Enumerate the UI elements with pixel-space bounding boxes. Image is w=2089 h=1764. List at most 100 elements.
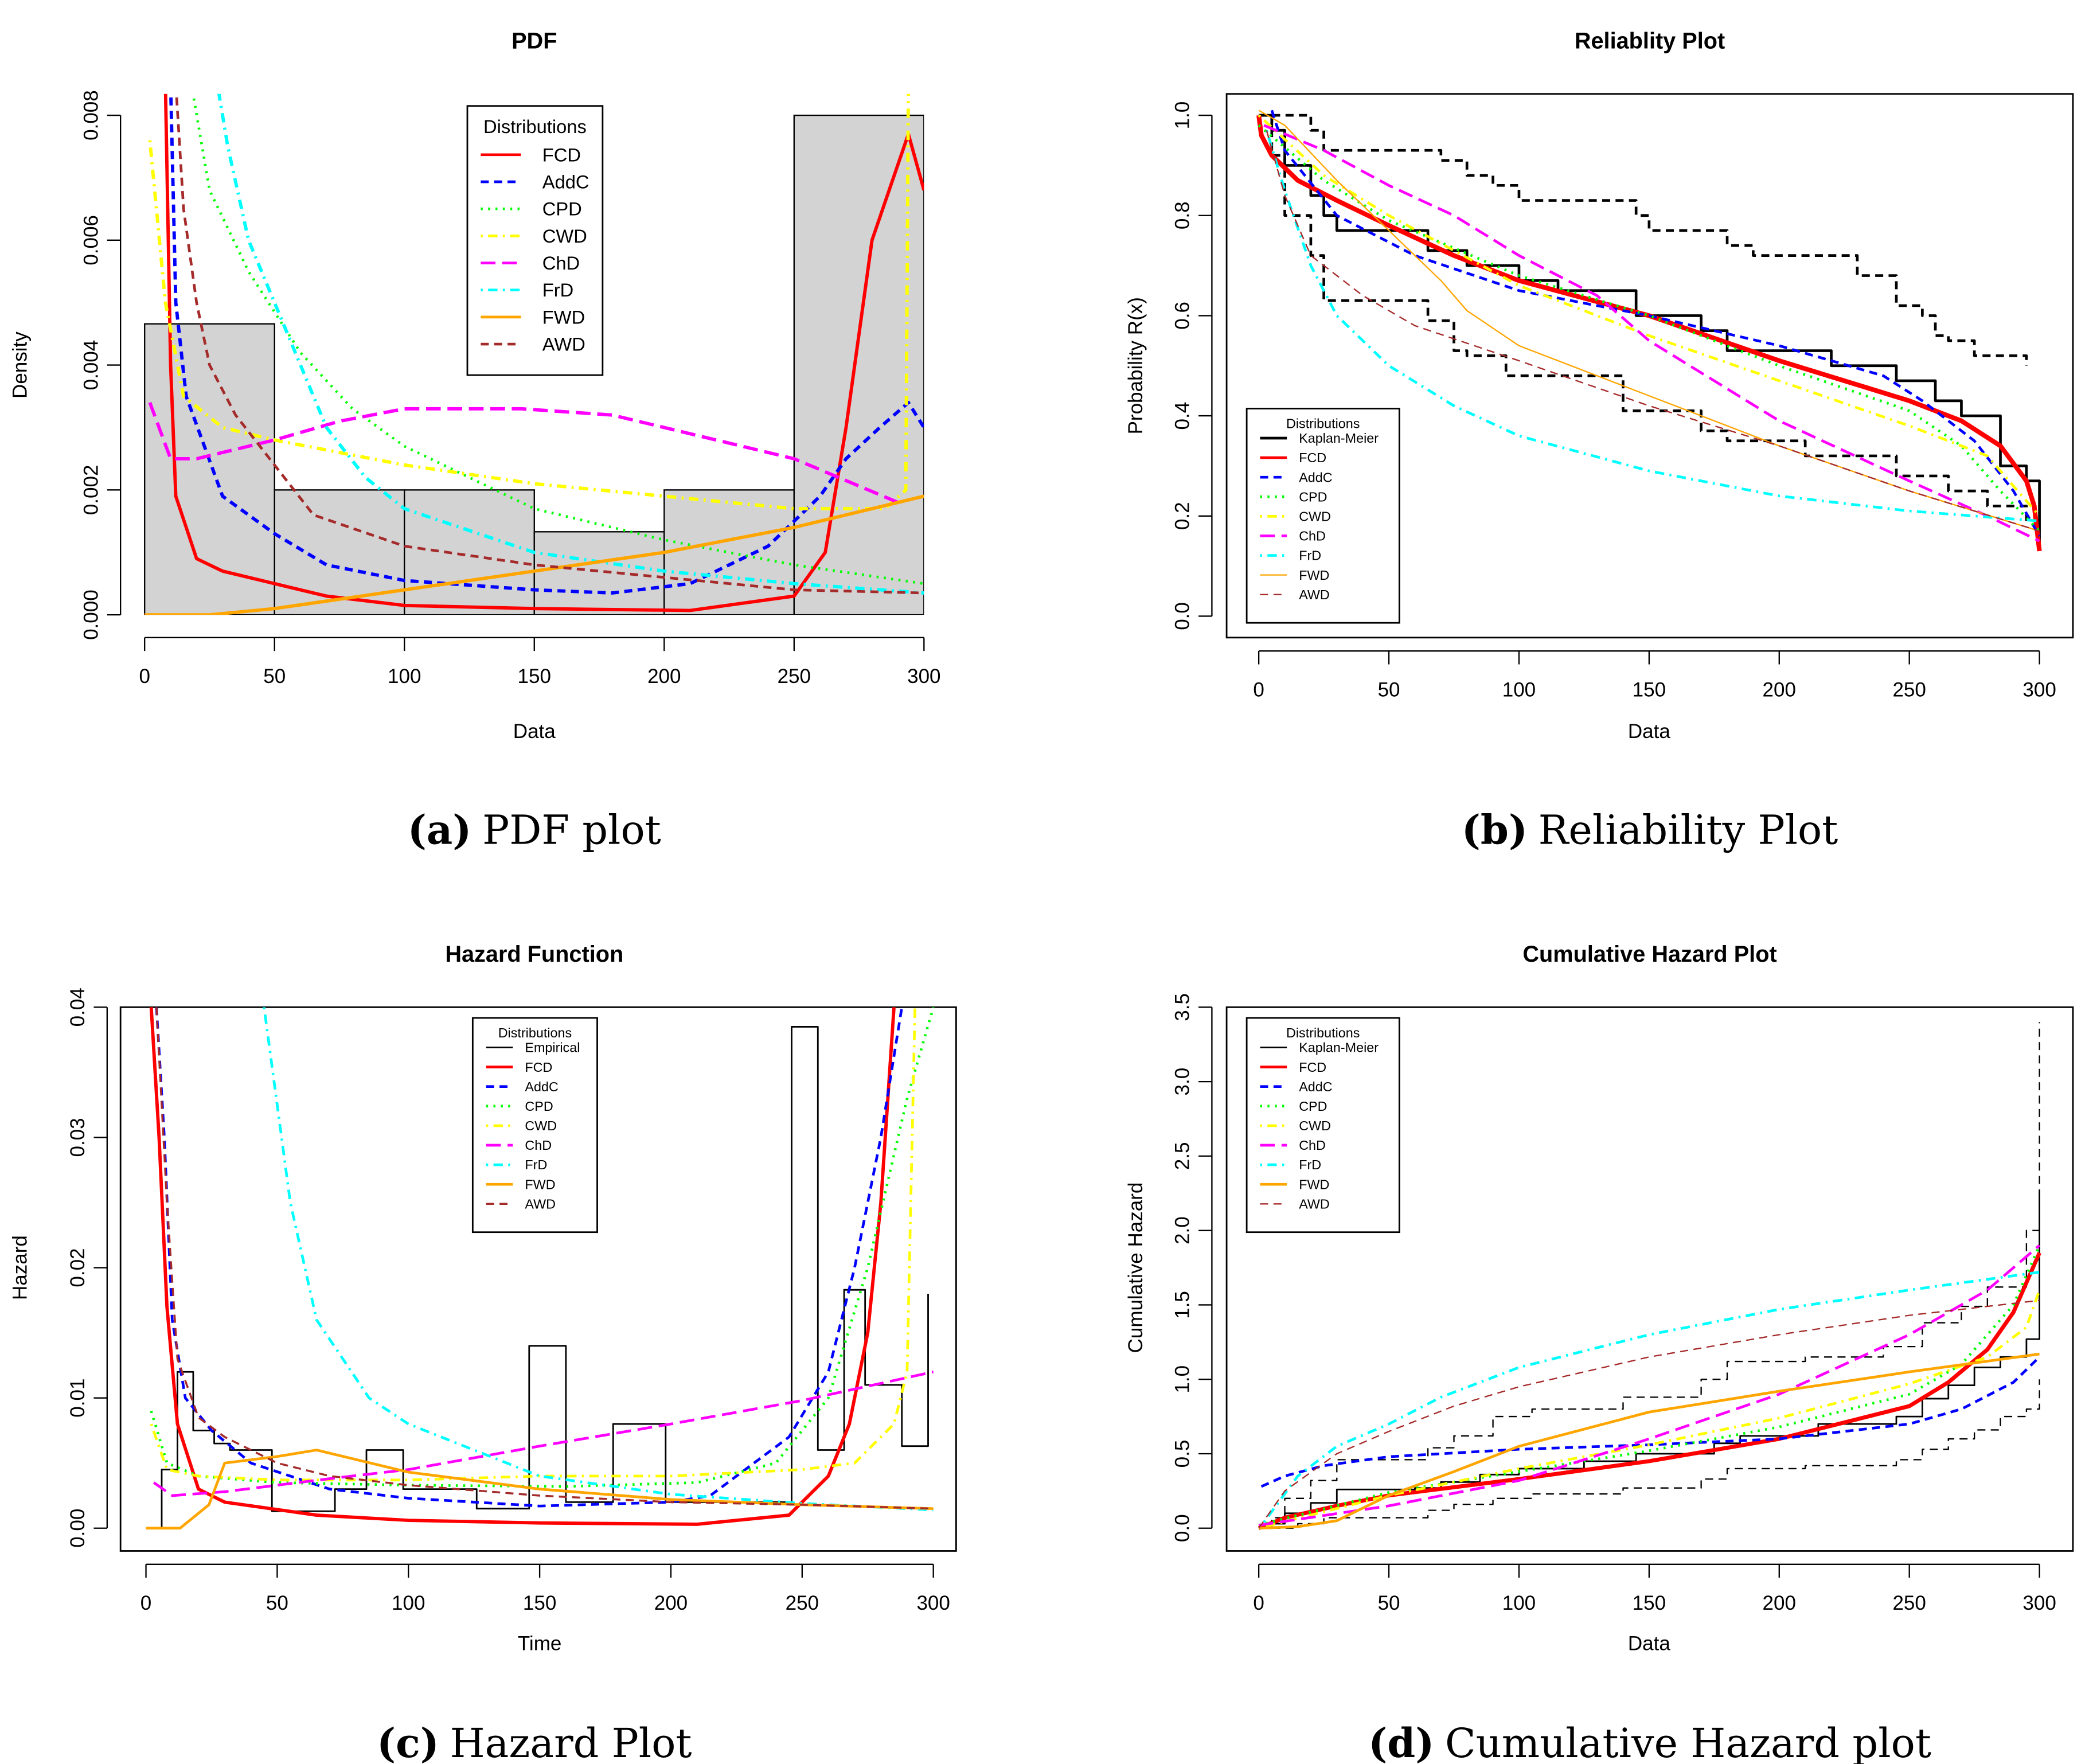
legend-entry: FrD (481, 279, 573, 300)
y-tick-label: 0.00 (67, 1509, 89, 1548)
series-confidence-lower (1259, 114, 2028, 526)
legend-label: ChD (1299, 529, 1326, 544)
y-tick-label: 0.0 (1172, 1514, 1194, 1542)
caption-label: (d) (1368, 1719, 1434, 1764)
x-tick-label: 250 (786, 1592, 819, 1614)
y-tick-label: 3.5 (1172, 993, 1194, 1021)
series-cwd (1258, 114, 2041, 517)
legend-entry: CPD (481, 198, 582, 220)
legend-label: AWD (542, 333, 585, 354)
y-tick-label: 2.0 (1172, 1216, 1194, 1244)
x-tick-label: 150 (523, 1592, 556, 1614)
x-tick-label: 250 (1892, 679, 1926, 701)
caption: (d) Cumulative Hazard plot (1368, 1719, 1931, 1764)
series-frd (217, 93, 924, 595)
legend-label: AddC (542, 171, 589, 192)
y-tick-label: 3.0 (1172, 1068, 1194, 1096)
series-awd (175, 93, 924, 595)
series-fcd (1258, 1252, 2041, 1531)
x-tick-label: 0 (140, 1592, 151, 1614)
x-tick-label: 300 (2022, 679, 2056, 701)
series-chd (153, 1370, 934, 1497)
caption-text: Reliability Plot (1539, 806, 1838, 853)
legend-title: Distributions (1286, 416, 1360, 431)
legend-entry: FrD (1260, 548, 1321, 563)
chart-title: PDF (511, 28, 557, 53)
legend-entry: FrD (486, 1157, 547, 1172)
x-tick-label: 150 (518, 665, 551, 688)
y-tick-label: 0.4 (1172, 402, 1194, 430)
legend-label: AWD (1299, 1196, 1330, 1211)
legend-label: FWD (525, 1177, 555, 1192)
legend-entry: CPD (1260, 1099, 1327, 1114)
legend-entry: Kaplan-Meier (1260, 1040, 1379, 1055)
legend-label: FrD (1299, 548, 1321, 563)
legend-label: AddC (1299, 1079, 1332, 1094)
y-tick-label: 1.0 (1172, 1365, 1194, 1394)
legend-label: FrD (525, 1157, 547, 1172)
chart-c: Hazard Function Time Hazard (c) Hazard Plot 0… (9, 942, 957, 1764)
x-tick-label: 100 (1502, 679, 1536, 701)
x-tick-label: 50 (1378, 679, 1400, 701)
legend-label: Empirical (525, 1040, 580, 1055)
legend-entry: ChD (486, 1138, 552, 1153)
y-tick-label: 0.004 (80, 340, 102, 391)
legend-label: AWD (1299, 587, 1330, 602)
x-tick-label: 100 (388, 665, 421, 688)
x-tick-label: 0 (139, 665, 150, 688)
y-tick-label: 0.006 (80, 215, 102, 266)
series-empirical (146, 1026, 929, 1529)
legend-entry: CPD (1260, 489, 1327, 504)
legend-label: FCD (1299, 450, 1326, 465)
series-addc (169, 93, 924, 595)
legend-entry: FWD (1260, 1177, 1329, 1192)
legend-entry: AddC (486, 1079, 559, 1094)
x-tick-label: 50 (266, 1592, 288, 1614)
legend-entry: FWD (1260, 568, 1329, 583)
legend-entry: ChD (1260, 1138, 1326, 1153)
x-tick-label: 200 (1763, 679, 1796, 701)
legend-label: FrD (542, 279, 573, 300)
legend-entry: AddC (1260, 1079, 1333, 1094)
plot-frame (119, 1006, 957, 1552)
x-axis-label: Data (1628, 1632, 1670, 1654)
y-tick-label: 0.02 (67, 1248, 89, 1287)
legend-entry: AWD (486, 1196, 556, 1211)
legend-label: AddC (1299, 470, 1332, 485)
legend-label: AddC (525, 1079, 558, 1094)
y-axis-label: Density (9, 331, 32, 399)
caption-label: (a) (408, 806, 472, 853)
legend: Distributions FCD AddC CPD CWD ChD FrD FWD AWD (466, 105, 604, 376)
series-kaplan-meier (1259, 114, 2041, 547)
plot-frame (1225, 93, 2074, 639)
x-tick-label: 50 (263, 665, 286, 688)
x-tick-label: 150 (1633, 679, 1666, 701)
x-tick-label: 300 (2022, 1592, 2056, 1614)
x-tick-label: 200 (647, 665, 681, 688)
y-axis-label: Hazard (9, 1235, 32, 1300)
x-tick-label: 100 (392, 1592, 425, 1614)
y-tick-label: 0.002 (80, 465, 102, 516)
legend-entry: AddC (481, 171, 589, 192)
legend-label: FCD (525, 1060, 552, 1075)
plot-area (144, 93, 924, 615)
series-fcd (163, 93, 924, 612)
y-axis-label: Cumulative Hazard (1124, 1182, 1147, 1353)
legend-entry: ChD (481, 252, 580, 274)
caption-text: Cumulative Hazard plot (1445, 1720, 1931, 1764)
legend-label: ChD (542, 252, 580, 274)
legend-entry: FWD (481, 306, 585, 327)
y-tick-label: 1.5 (1172, 1291, 1194, 1319)
y-tick-label: 0.04 (67, 988, 89, 1027)
legend-label: CPD (542, 198, 582, 220)
caption-label: (c) (377, 1719, 439, 1764)
chart-title: Hazard Function (445, 942, 623, 967)
y-tick-label: 2.5 (1172, 1142, 1194, 1170)
legend-label: FWD (1299, 568, 1329, 583)
x-tick-label: 0 (1253, 679, 1264, 701)
series-addc (155, 1007, 904, 1508)
legend-label: CWD (542, 225, 587, 247)
